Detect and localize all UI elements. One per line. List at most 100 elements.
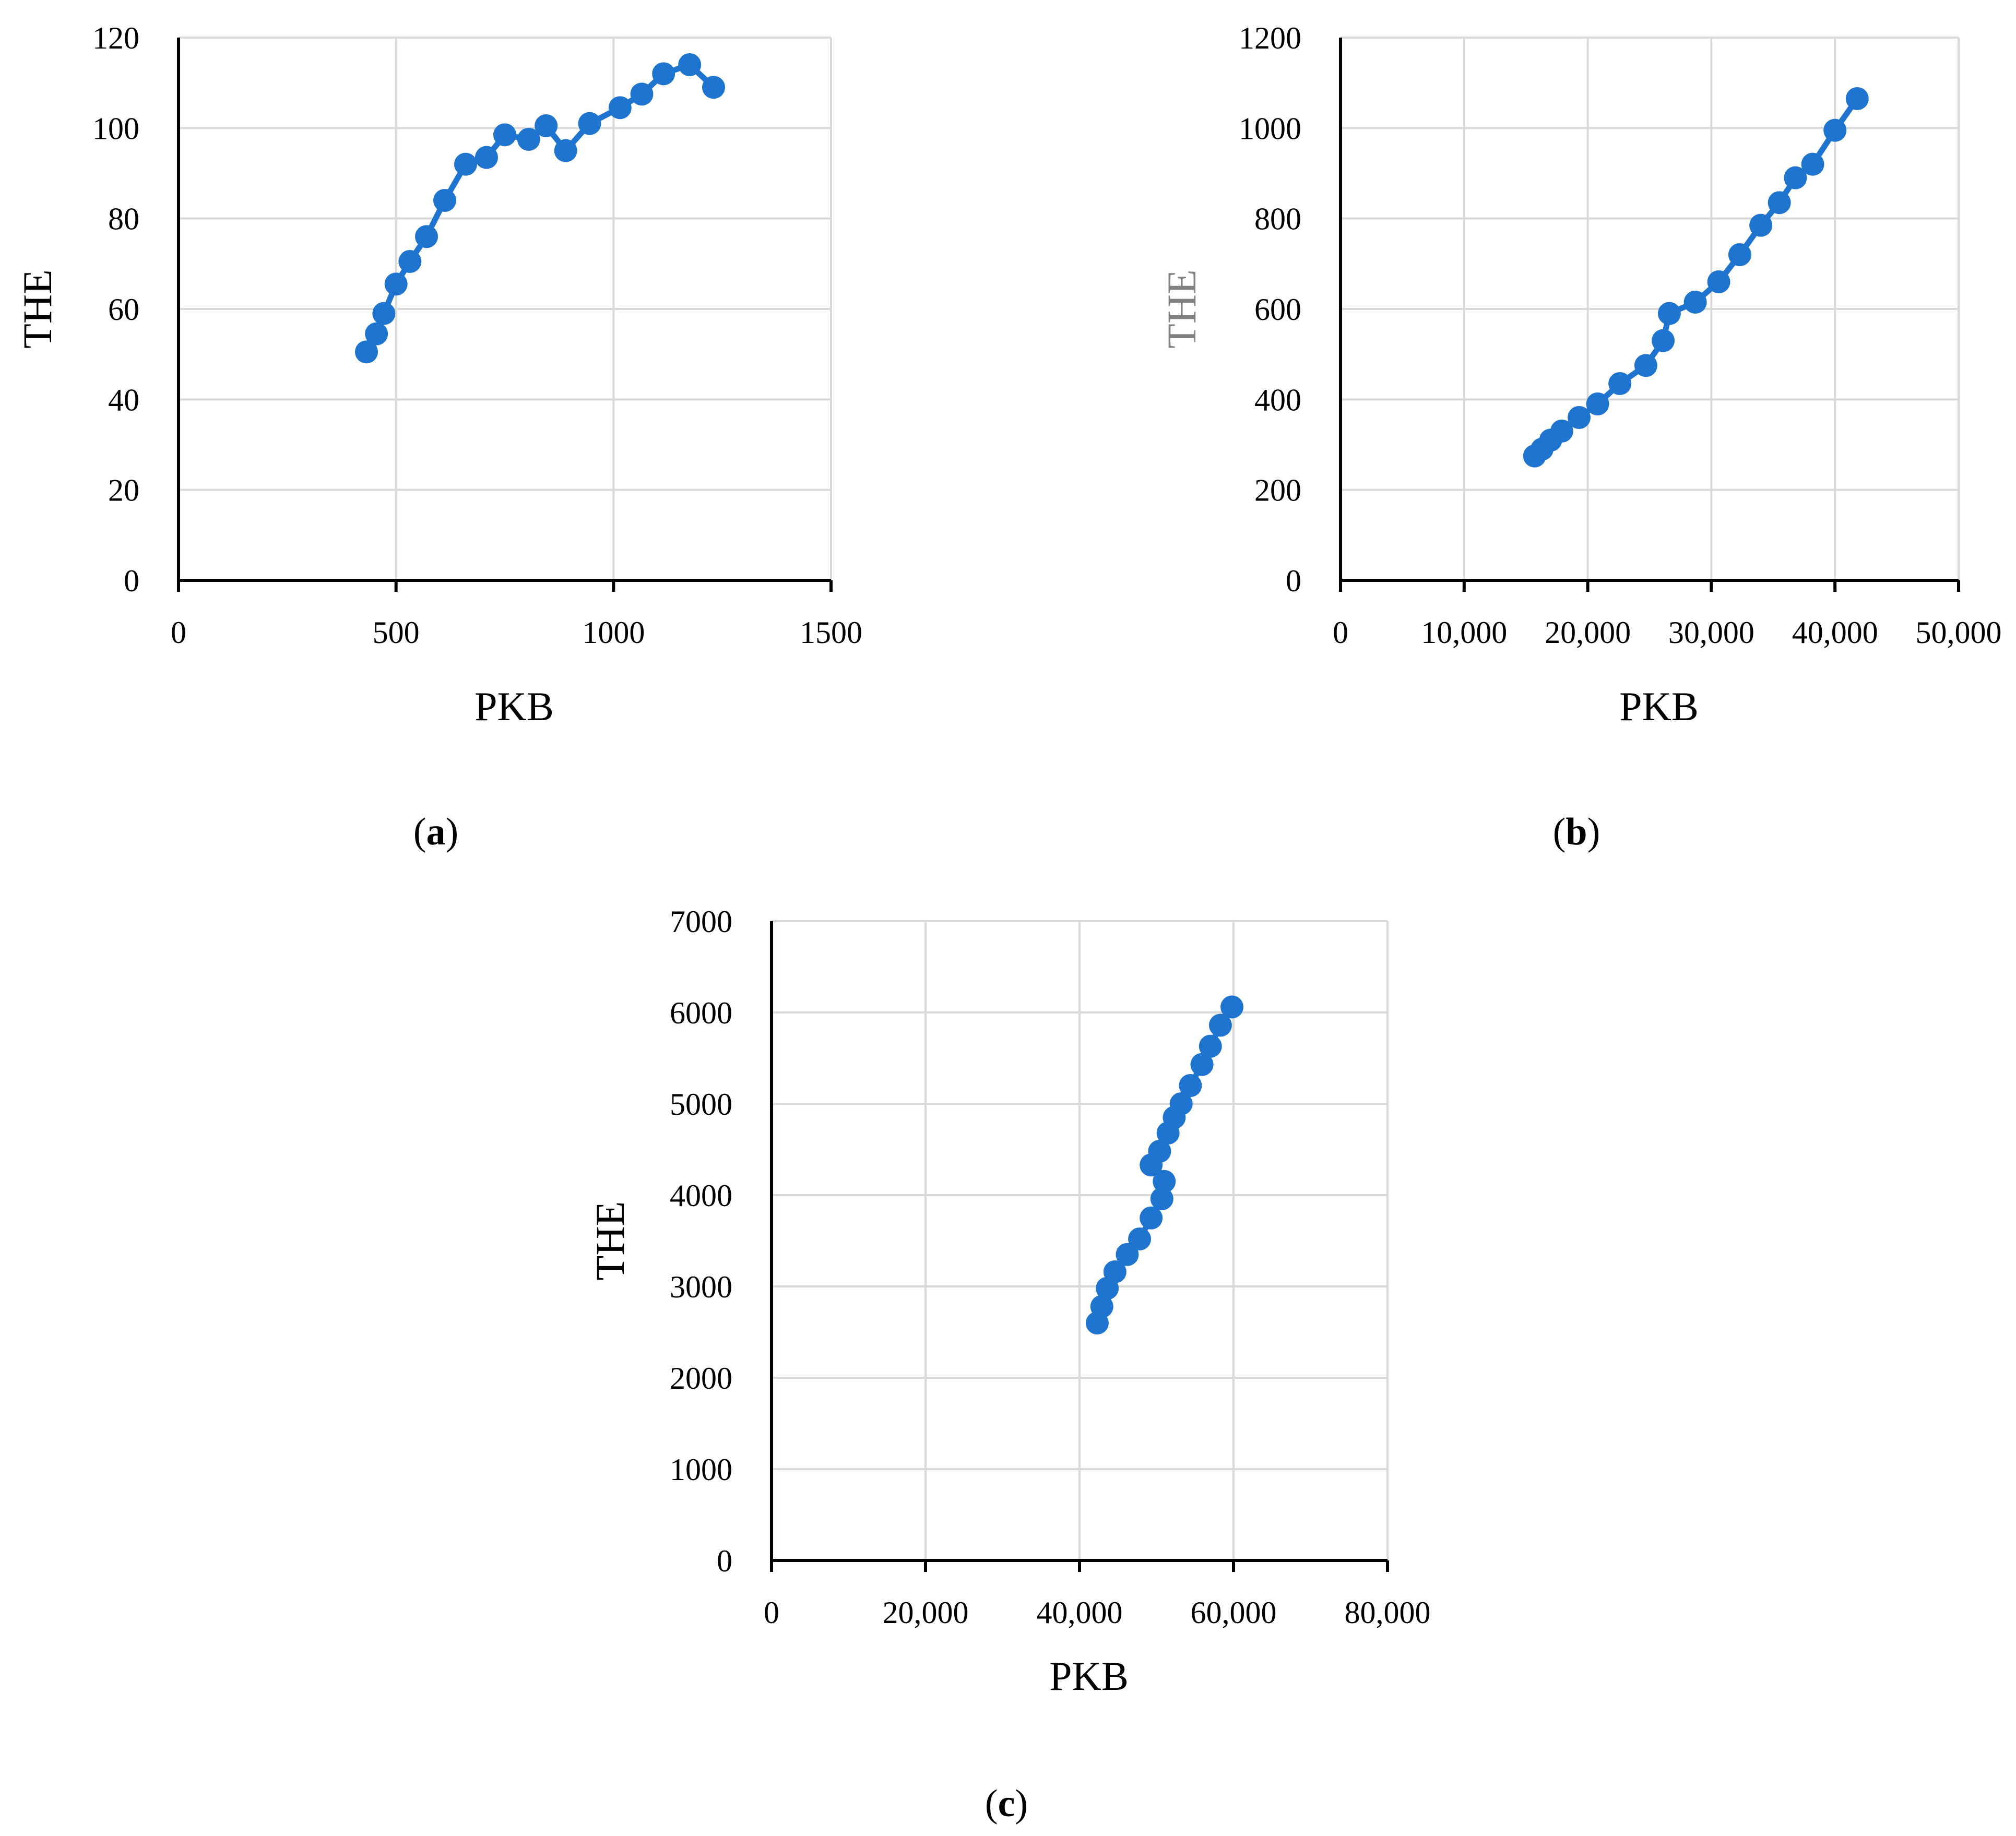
chart-b-data-point [1801,152,1824,176]
chart-b-data-point [1784,166,1807,189]
chart-c-data-point [1199,1034,1222,1058]
chart-a-data-point [702,76,725,99]
chart-c-y-tick-label: 1000 [670,1452,732,1487]
chart-a-data-point [608,96,632,120]
chart-a-y-tick-label: 20 [108,473,139,508]
chart-b-data-point [1634,354,1657,377]
chart-b-data-point [1707,270,1730,293]
chart-a-x-tick-label: 0 [171,615,186,650]
chart-a-y-tick-label: 0 [124,564,139,598]
chart-b-y-axis-title: THE [1159,269,1204,349]
chart-a-data-point [517,128,540,151]
chart-c-panel-label: (c) [985,1782,1028,1825]
chart-b-data-point [1586,392,1609,415]
chart-a-data-point [384,272,408,296]
chart-b-data-point [1728,243,1751,266]
chart-c-data-point [1169,1092,1193,1115]
chart-b-data-point [1768,191,1791,214]
chart-c-data-point [1179,1074,1202,1097]
chart-panel-c: 0 20,000 40,000 60,000 80,000 0 1000 2000 3000 40… [587,904,1431,1825]
chart-b-x-tick-label: 50,000 [1916,615,2002,650]
chart-a-panel-label: (a) [413,810,458,853]
chart-c-x-tick-label: 80,000 [1345,1595,1431,1630]
chart-b-data-point [1657,302,1681,325]
chart-c-data-point [1103,1260,1126,1283]
chart-a-y-tick-label: 100 [92,111,139,146]
chart-panel-b: 0 10,000 20,000 30,000 40,000 50,000 0 200 400 60… [1159,21,2002,853]
chart-c-x-tick-label: 0 [764,1595,779,1630]
chart-c-data-point [1116,1243,1139,1266]
chart-b-y-tick-label: 800 [1254,202,1301,236]
chart-a-x-tick-label: 1000 [582,615,645,650]
chart-a-x-tick-label: 1500 [800,615,862,650]
chart-a-data-point [630,82,654,106]
chart-b-data-point [1845,87,1869,110]
chart-panel-a: 0 500 1000 1500 0 20 40 60 80 100 120 PKB THE (a) [15,21,862,853]
chart-a-data-point [365,322,388,345]
chart-c-x-tick-label: 40,000 [1037,1595,1123,1630]
chart-b-data-point [1652,329,1675,352]
chart-b-data-point [1683,291,1707,314]
chart-a-data-point [415,225,438,248]
chart-c-data-point [1190,1053,1214,1076]
chart-c-x-tick-label: 20,000 [883,1595,969,1630]
chart-a-data-point [493,123,516,147]
chart-b-x-axis-title: PKB [1619,684,1699,729]
chart-a-data-point [554,139,577,162]
chart-a-data-point [652,62,675,86]
chart-c-y-axis-title: THE [587,1201,633,1281]
chart-c-y-tick-label: 7000 [670,904,732,939]
chart-a-data-point [372,302,396,325]
chart-b-data-point [1608,372,1632,395]
chart-a-y-tick-label: 60 [108,292,139,327]
chart-c-y-tick-label: 4000 [670,1178,732,1213]
chart-b-data-point [1550,420,1573,443]
chart-b-y-tick-label: 400 [1254,383,1301,417]
chart-c-data-point [1220,995,1244,1019]
chart-c-y-tick-label: 3000 [670,1270,732,1304]
chart-b-data-point [1823,118,1847,142]
chart-a-data-point [433,189,456,212]
chart-a-y-axis-title: THE [15,269,60,349]
chart-a-data-point [454,152,477,176]
chart-b-y-tick-label: 600 [1254,292,1301,327]
chart-a-y-tick-label: 40 [108,383,139,417]
chart-b-y-tick-label: 1000 [1239,111,1301,146]
chart-c-data-point [1208,1014,1232,1037]
chart-c-data-point [1153,1170,1176,1193]
chart-b-x-tick-label: 0 [1333,615,1348,650]
chart-c-data-point [1140,1206,1163,1230]
chart-a-data-point [398,250,422,273]
chart-a-x-tick-label: 500 [373,615,420,650]
chart-b-series-line [1532,96,1860,459]
chart-a-y-tick-label: 80 [108,202,139,236]
chart-c-x-tick-label: 60,000 [1191,1595,1277,1630]
chart-c-x-axis-title: PKB [1049,1653,1129,1699]
chart-c-data-point [1128,1227,1152,1250]
chart-b-panel-label: (b) [1553,810,1600,853]
chart-a-data-point [475,146,498,169]
chart-b-data-point [1568,406,1591,429]
chart-a-data-point [355,340,378,364]
chart-a-x-axis-title: PKB [475,684,554,729]
chart-c-y-tick-label: 6000 [670,996,732,1030]
chart-b-x-tick-label: 10,000 [1421,615,1507,650]
chart-a-y-tick-label: 120 [92,21,139,55]
chart-c-y-tick-label: 0 [717,1544,732,1578]
chart-b-y-tick-label: 200 [1254,473,1301,508]
chart-c-data-point [1150,1187,1173,1210]
chart-b-y-tick-label: 0 [1286,564,1301,598]
chart-b-x-tick-label: 40,000 [1792,615,1878,650]
chart-a-data-point [578,112,601,135]
chart-a-data-point [535,114,558,137]
chart-c-y-tick-label: 2000 [670,1361,732,1396]
chart-b-x-tick-label: 20,000 [1545,615,1631,650]
chart-c-data-point [1090,1295,1113,1318]
chart-b-data-point [1749,213,1773,237]
chart-b-panel-letter: b [1566,810,1587,853]
chart-c-data-point [1148,1140,1171,1163]
chart-c-y-tick-label: 5000 [670,1087,732,1122]
chart-b-y-tick-label: 1200 [1239,21,1301,55]
chart-b-x-tick-label: 30,000 [1668,615,1754,650]
chart-a-data-point [678,53,702,76]
